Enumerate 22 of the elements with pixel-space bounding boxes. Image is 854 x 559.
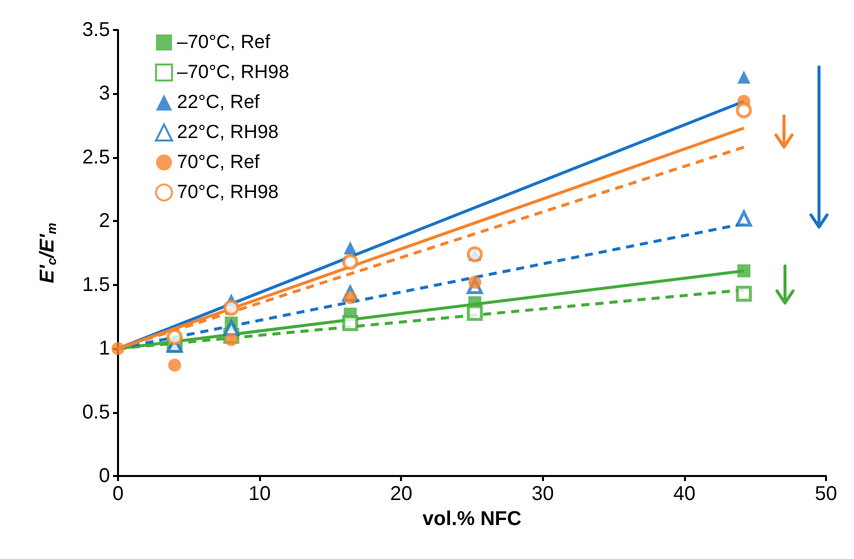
x-axis-title: vol.% NFC: [422, 508, 522, 530]
x-tick-label: 30: [532, 483, 554, 505]
y-tick-label: 2: [98, 210, 110, 232]
y-axis-title: E'c/E'm: [36, 222, 59, 284]
legend-label: –70°C, Ref: [177, 32, 271, 53]
y-tick-label: 1: [98, 338, 110, 360]
x-tick-label: 20: [390, 483, 412, 505]
legend-label: –70°C, RH98: [177, 62, 290, 83]
y-tick-label: 0: [98, 465, 110, 487]
x-tick-label: 10: [248, 483, 271, 505]
x-tick-label: 40: [673, 483, 696, 505]
y-tick-label: 2.5: [82, 146, 110, 168]
x-tick-label: 0: [112, 483, 124, 505]
legend-label: 22°C, Ref: [177, 92, 260, 113]
legend-label: 70°C, Ref: [177, 152, 260, 173]
y-tick-label: 3.5: [82, 19, 110, 41]
y-tick-label: 0.5: [82, 401, 110, 424]
y-tick-label: 3: [98, 82, 110, 105]
y-tick-label: 1.5: [82, 274, 110, 296]
x-tick-label: 50: [814, 483, 838, 505]
legend-label: 70°C, RH98: [177, 182, 279, 203]
legend-label: 22°C, RH98: [177, 122, 279, 143]
